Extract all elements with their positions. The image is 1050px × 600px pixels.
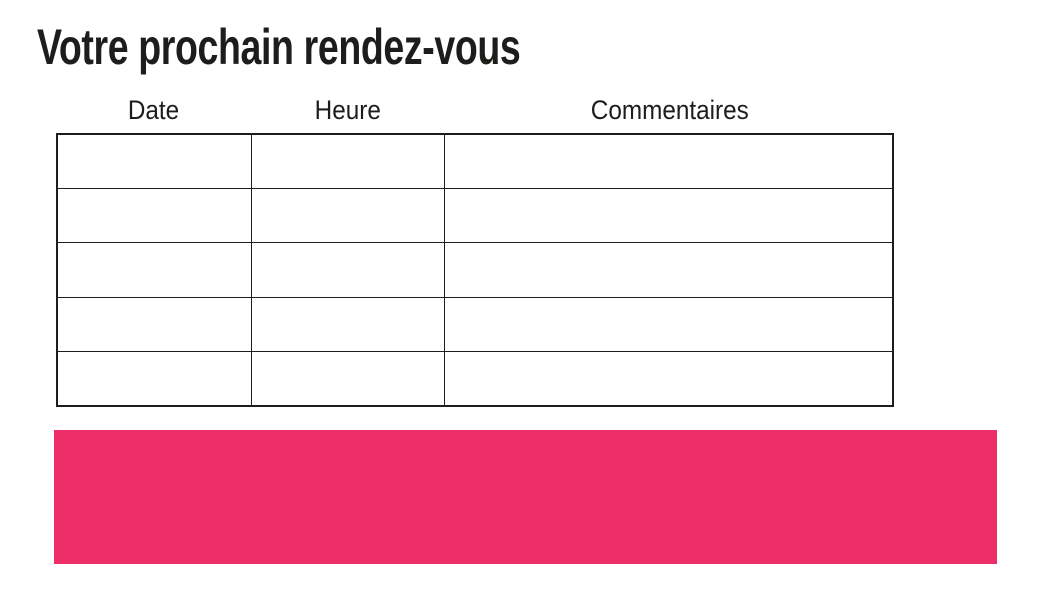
table-row xyxy=(56,187,894,244)
column-header-heure: Heure xyxy=(251,95,445,125)
table-row xyxy=(56,351,894,407)
date-cell xyxy=(56,351,253,407)
column-header-heure-label: Heure xyxy=(314,95,382,125)
heure-cell xyxy=(251,296,446,353)
heure-cell xyxy=(251,133,446,189)
table-row xyxy=(56,242,894,298)
commentaires-cell xyxy=(444,351,894,407)
commentaires-cell xyxy=(444,242,894,298)
heure-cell xyxy=(251,187,446,244)
appointments-table-body xyxy=(56,133,894,407)
heure-cell xyxy=(251,242,446,298)
commentaires-cell xyxy=(444,133,894,189)
table-header-row: Date Heure Commentaires xyxy=(56,93,894,125)
commentaires-cell xyxy=(444,187,894,244)
date-cell xyxy=(56,133,253,189)
heure-cell xyxy=(251,351,446,407)
column-header-commentaires: Commentaires xyxy=(445,95,894,125)
date-cell xyxy=(56,296,253,353)
table-row xyxy=(56,296,894,353)
date-cell xyxy=(56,242,253,298)
commentaires-cell xyxy=(444,296,894,353)
pink-banner xyxy=(54,430,997,564)
table-row xyxy=(56,133,894,189)
column-header-date: Date xyxy=(56,95,251,125)
column-header-date-label: Date xyxy=(127,95,180,125)
date-cell xyxy=(56,187,253,244)
appointments-table xyxy=(56,133,894,407)
column-header-commentaires-label: Commentaires xyxy=(590,95,749,125)
page-title: Votre prochain rendez-vous xyxy=(37,19,521,75)
